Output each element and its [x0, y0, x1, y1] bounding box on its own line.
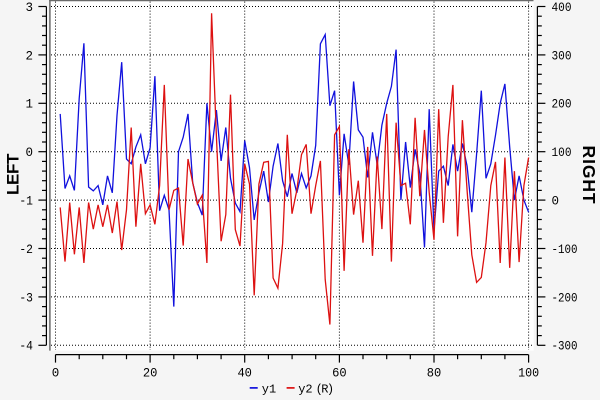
svg-text:80: 80	[427, 367, 442, 381]
svg-text:LEFT: LEFT	[3, 153, 22, 195]
svg-text:40: 40	[237, 367, 252, 381]
svg-text:-3: -3	[19, 291, 33, 305]
svg-text:y2(R): y2 (R)	[298, 382, 333, 396]
svg-text:3: 3	[25, 1, 33, 15]
svg-text:-200: -200	[552, 291, 578, 305]
svg-text:1: 1	[25, 98, 33, 112]
svg-text:100: 100	[518, 367, 539, 381]
svg-text:0: 0	[25, 146, 33, 160]
svg-text:0: 0	[552, 195, 560, 209]
svg-text:20: 20	[143, 367, 158, 381]
svg-text:-2: -2	[19, 243, 33, 257]
svg-text:300: 300	[552, 49, 572, 63]
svg-text:200: 200	[552, 98, 572, 112]
svg-text:-1: -1	[19, 195, 33, 209]
svg-text:RIGHT: RIGHT	[579, 146, 599, 205]
svg-text:y1: y1	[262, 382, 276, 396]
svg-text:0: 0	[52, 367, 60, 381]
svg-text:-300: -300	[552, 340, 578, 354]
svg-text:2: 2	[25, 49, 33, 63]
svg-text:60: 60	[332, 367, 347, 381]
svg-text:-4: -4	[19, 340, 33, 354]
svg-text:100: 100	[552, 146, 572, 160]
svg-text:-100: -100	[552, 243, 578, 257]
svg-text:400: 400	[552, 1, 572, 15]
